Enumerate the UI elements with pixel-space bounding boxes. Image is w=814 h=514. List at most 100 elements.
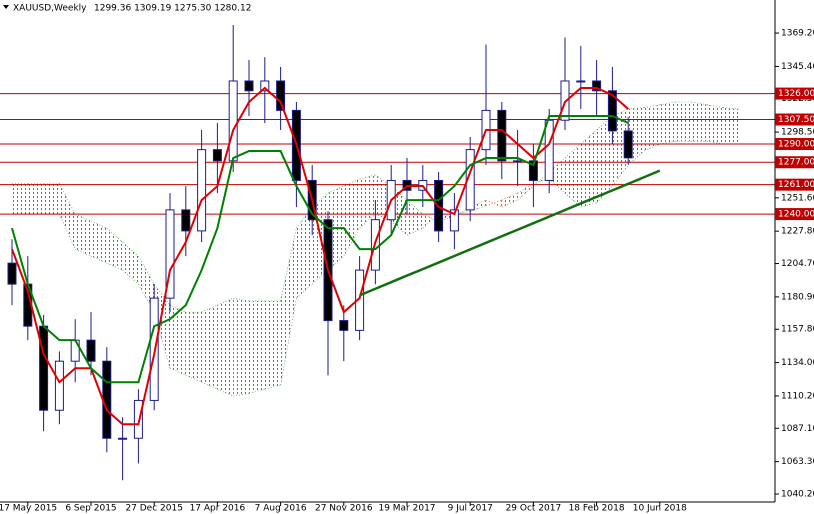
cloud-segment xyxy=(580,130,597,208)
cloud-segment xyxy=(659,101,676,145)
y-tick-label: 1345.40 xyxy=(781,62,814,72)
cloud-edge xyxy=(375,174,392,187)
cloud-segment xyxy=(249,300,265,394)
level-label: 1240.00 xyxy=(778,210,814,220)
candle-body xyxy=(513,160,523,163)
level-label-box xyxy=(775,208,814,221)
x-tick-label: 27 Nov 2016 xyxy=(315,504,373,514)
cloud-edge xyxy=(596,185,613,204)
y-tick-label: 1298.50 xyxy=(781,128,814,138)
cloud-segment xyxy=(501,193,518,208)
candle-body xyxy=(133,399,143,439)
x-tick-label: 17 May 2015 xyxy=(0,504,57,514)
y-tick-label: 1040.20 xyxy=(781,490,814,500)
cloud-edge xyxy=(122,269,139,285)
level-label-box xyxy=(775,113,814,126)
y-tick-label: 1180.90 xyxy=(781,292,814,302)
chart-title: XAUUSD,Weekly xyxy=(13,4,87,14)
y-tick-label: 1369.20 xyxy=(781,29,814,39)
candle-body xyxy=(560,80,570,121)
candle-body xyxy=(355,269,365,331)
level-label-box xyxy=(775,156,814,169)
cloud-segment xyxy=(359,174,376,229)
y-tick-label: 1204.70 xyxy=(781,259,814,269)
level-label: 1326.00 xyxy=(778,89,814,99)
cloud-edge xyxy=(122,241,139,257)
candle-body xyxy=(165,209,175,299)
ohlc-label: 1299.36 1309.19 1275.30 1280.12 xyxy=(94,4,251,14)
cloud-segment xyxy=(43,183,60,215)
candle-body xyxy=(449,209,459,232)
cloud-segment xyxy=(106,228,123,271)
cloud-segment xyxy=(59,183,76,250)
cloud-edge xyxy=(596,115,613,131)
cloud-segment xyxy=(343,179,360,257)
cloud-edge xyxy=(312,269,329,285)
candle-body xyxy=(276,80,286,111)
cloud-segment xyxy=(75,214,91,257)
cloud-edge xyxy=(580,129,597,145)
y-tick-label: 1157.80 xyxy=(781,325,814,335)
x-tick-label: 10 Jun 2018 xyxy=(633,504,687,514)
cloud-segment xyxy=(122,242,139,285)
cloud-segment xyxy=(486,200,502,208)
level-label-box xyxy=(775,138,814,151)
cloud-segment xyxy=(517,183,534,201)
candle-body xyxy=(623,130,633,159)
x-tick-label: 6 Sep 2015 xyxy=(65,504,116,514)
candle-body xyxy=(54,360,64,411)
candle-body xyxy=(465,149,475,211)
cloud-edge xyxy=(564,192,581,208)
candle-body xyxy=(576,80,586,83)
x-tick-label: 7 Aug 2016 xyxy=(255,504,307,514)
candle-body xyxy=(102,360,112,439)
x-tick-label: 19 Mar 2017 xyxy=(378,504,435,514)
plot-area xyxy=(0,24,775,481)
cloud-segment xyxy=(296,207,313,299)
candle-body xyxy=(528,160,538,181)
candle-body xyxy=(339,320,349,331)
y-tick-label: 1134.00 xyxy=(781,358,814,368)
y-tick-label: 1087.10 xyxy=(781,424,814,434)
indicator-line xyxy=(11,115,629,384)
cloud-edge xyxy=(391,220,408,236)
cloud-segment xyxy=(233,298,249,397)
cloud-segment xyxy=(675,101,692,142)
cloud-segment xyxy=(723,107,739,145)
candle-body xyxy=(197,149,207,232)
cloud-edge xyxy=(517,185,534,201)
menu-icon[interactable] xyxy=(3,5,9,9)
cloud-edge xyxy=(422,213,439,229)
y-tick-label: 1251.60 xyxy=(781,193,814,203)
candle-body xyxy=(497,109,507,162)
cloud-segment xyxy=(264,300,281,390)
candle-body xyxy=(260,80,270,92)
trendline xyxy=(359,169,661,297)
x-tick-label: 18 Feb 2018 xyxy=(569,504,625,514)
indicator-line xyxy=(11,86,629,426)
y-tick-label: 1227.80 xyxy=(781,227,814,237)
cloud-segment xyxy=(565,144,581,208)
candle-body xyxy=(39,325,49,411)
cloud-segment xyxy=(217,298,234,397)
cloud-edge xyxy=(59,213,76,250)
cloud-edge xyxy=(153,283,171,306)
cloud-segment xyxy=(12,183,28,215)
candle-body xyxy=(212,149,222,162)
cloud-edge xyxy=(533,171,550,187)
cloud-edge xyxy=(106,227,123,243)
candle-body xyxy=(86,339,96,362)
candle-body xyxy=(592,80,602,92)
x-tick-label: 17 Apr 2016 xyxy=(190,504,246,514)
cloud-segment xyxy=(91,221,107,264)
candle-body xyxy=(244,80,254,92)
level-label-box xyxy=(775,178,814,191)
candle-body xyxy=(544,119,554,181)
candle-body xyxy=(228,80,238,162)
cloud-segment xyxy=(644,104,660,152)
cloud-segment xyxy=(422,214,439,229)
level-label: 1307.50 xyxy=(778,115,814,125)
cloud-edge xyxy=(296,283,313,299)
cloud-edge xyxy=(564,143,581,159)
